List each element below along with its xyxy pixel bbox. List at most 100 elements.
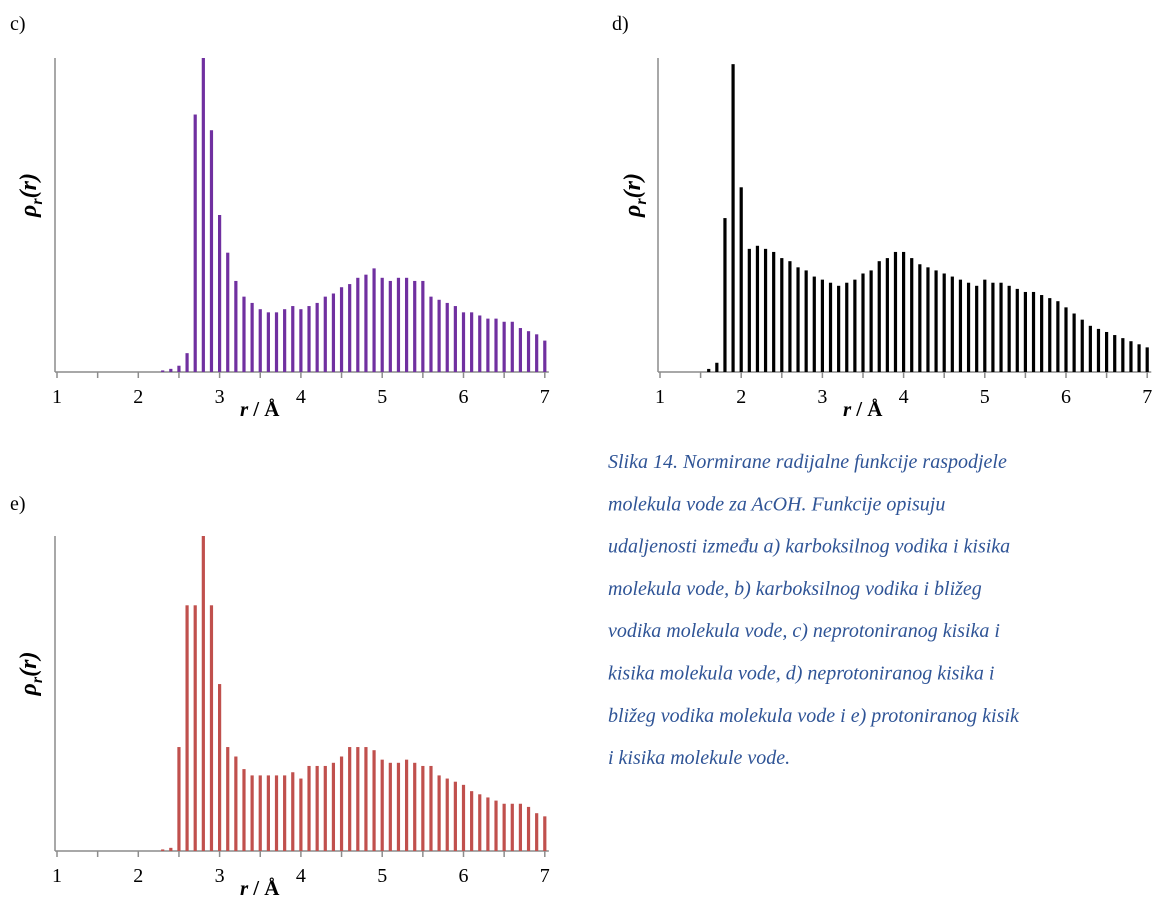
- bar: [1129, 341, 1133, 372]
- bar: [209, 130, 214, 372]
- bar: [804, 270, 808, 372]
- bar: [723, 218, 727, 372]
- bar: [315, 765, 319, 851]
- bar: [169, 368, 173, 372]
- bar: [226, 747, 230, 851]
- bar: [999, 282, 1003, 372]
- bar: [877, 261, 881, 372]
- panel-label: e): [10, 493, 26, 515]
- caption-line: bližeg vodika molekula vode i e) protoni…: [608, 705, 1020, 727]
- bar: [242, 769, 246, 851]
- bar: [1145, 347, 1149, 372]
- bar: [535, 813, 539, 851]
- bar: [307, 765, 311, 851]
- y-label-symbol: ρ: [620, 205, 646, 218]
- x-tick-label: 6: [1061, 386, 1071, 408]
- bar: [478, 794, 482, 851]
- bar: [1072, 313, 1076, 372]
- bar: [1023, 291, 1027, 372]
- x-axis-label: r / Å: [843, 397, 883, 421]
- bar: [177, 747, 181, 851]
- bar: [372, 268, 376, 372]
- x-tick-label: 6: [459, 865, 469, 887]
- bar: [445, 778, 449, 851]
- bar: [250, 775, 254, 851]
- bar: [926, 267, 930, 372]
- y-label-argument: (r): [16, 173, 42, 198]
- bar: [1113, 335, 1117, 372]
- bar: [380, 759, 384, 851]
- bar: [266, 775, 270, 851]
- y-label-argument: (r): [16, 652, 42, 677]
- x-tick-label: 3: [215, 865, 225, 887]
- bar: [226, 252, 230, 372]
- bar: [299, 309, 303, 372]
- bar: [518, 328, 523, 372]
- x-tick-label: 5: [377, 386, 387, 408]
- x-axis-label: r / Å: [240, 397, 280, 421]
- bar: [185, 353, 189, 372]
- bar: [715, 362, 719, 372]
- bar: [453, 781, 457, 851]
- bar: [429, 296, 433, 372]
- bar: [845, 282, 849, 372]
- bar: [380, 277, 384, 372]
- bar: [543, 340, 547, 372]
- x-label-rest: / Å: [855, 397, 883, 421]
- panel-label: d): [612, 13, 629, 35]
- bar: [421, 280, 425, 372]
- bar: [453, 306, 457, 372]
- bar: [707, 368, 711, 372]
- bar: [445, 302, 449, 372]
- bar: [404, 277, 409, 372]
- caption-line: Slika 14. Normirane radijalne funkcije r…: [608, 451, 1007, 473]
- bar: [526, 806, 531, 851]
- caption-line: i kisika molekule vode.: [608, 747, 790, 769]
- bar: [388, 280, 392, 372]
- bar: [396, 277, 401, 372]
- bar: [763, 248, 768, 372]
- bar: [161, 370, 165, 372]
- bar: [502, 803, 506, 851]
- bar: [1048, 298, 1052, 372]
- bar: [348, 747, 352, 851]
- y-label-subscript: r: [29, 676, 46, 683]
- bar: [983, 279, 987, 372]
- x-tick-label: 1: [52, 865, 62, 887]
- bar: [942, 273, 946, 372]
- bar: [331, 293, 336, 372]
- bar: [209, 605, 214, 851]
- bar: [274, 312, 279, 372]
- bar: [291, 772, 295, 851]
- bar: [323, 765, 327, 851]
- x-tick-label: 7: [540, 386, 550, 408]
- x-label-symbol: r: [843, 397, 852, 421]
- caption-line: molekula vode, b) karboksilnog vodika i …: [608, 578, 982, 600]
- panel-label: c): [10, 13, 26, 35]
- bar: [1007, 285, 1011, 372]
- bar: [404, 759, 409, 851]
- bar: [837, 285, 841, 372]
- bar: [356, 277, 360, 372]
- bar: [193, 114, 197, 373]
- bar: [274, 775, 279, 851]
- bar: [828, 282, 833, 372]
- bar: [535, 334, 539, 372]
- bar: [421, 765, 425, 851]
- bar: [242, 296, 246, 372]
- bar: [902, 251, 906, 372]
- x-label-rest: / Å: [252, 876, 280, 900]
- bar: [323, 296, 327, 372]
- bar: [315, 302, 319, 372]
- bar: [1088, 325, 1092, 372]
- bar: [747, 248, 751, 372]
- bar: [1056, 301, 1060, 372]
- bar: [258, 775, 262, 851]
- bar: [339, 287, 344, 372]
- y-label-subscript: r: [633, 198, 650, 205]
- x-tick-label: 1: [52, 386, 62, 408]
- bar: [461, 784, 466, 851]
- bar: [950, 276, 954, 372]
- bar: [788, 261, 792, 372]
- bar: [201, 58, 205, 372]
